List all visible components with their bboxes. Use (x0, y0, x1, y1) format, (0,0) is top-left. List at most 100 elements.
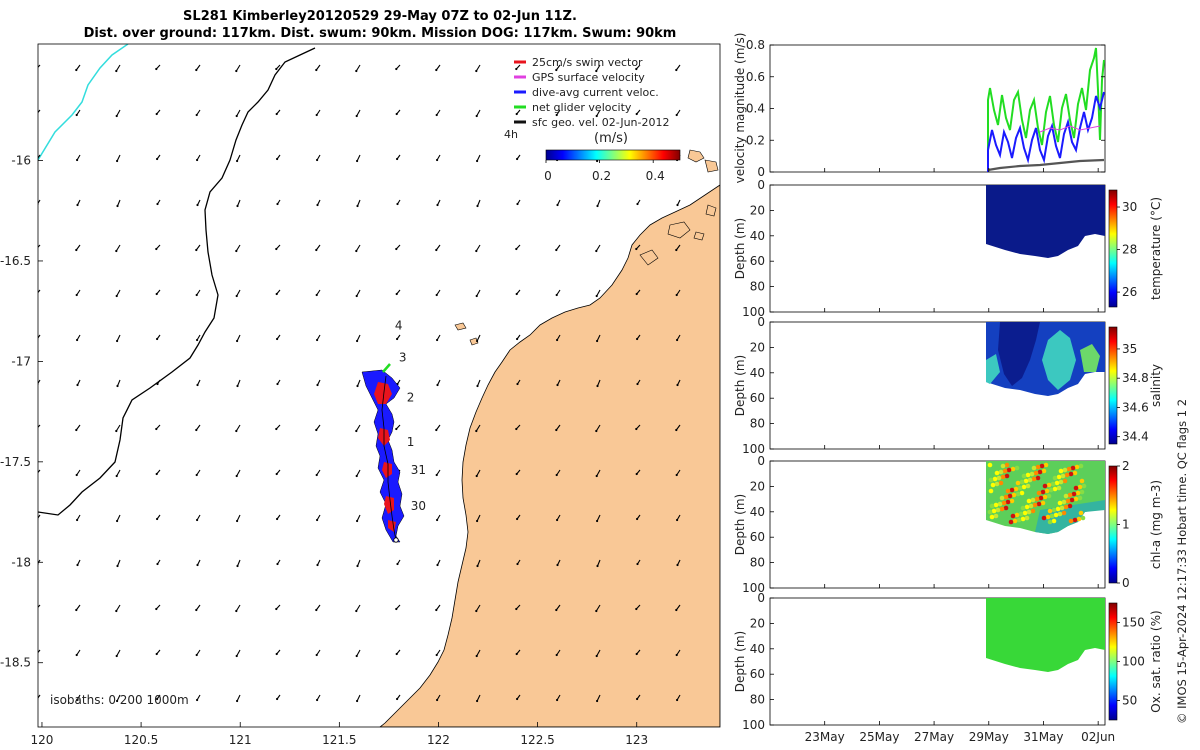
chla-sample-dot (993, 513, 999, 519)
chla-sample-dot (1003, 494, 1009, 500)
chla-sample-dot (1057, 500, 1063, 506)
map-x-tick-label: 122.5 (520, 733, 554, 747)
chla-sample-dot (1024, 515, 1030, 521)
depth-tick-label: 40 (750, 642, 765, 656)
swim-vector-band (374, 382, 396, 532)
chla-sample-dot (1054, 480, 1060, 486)
map-frame (37, 43, 721, 728)
chla-sample-dot (1004, 462, 1010, 468)
day-label: 31 (411, 463, 426, 477)
map-x-tick-label: 120.5 (124, 733, 158, 747)
chla-sample-dot (1026, 509, 1032, 515)
chla-sample-dot (1076, 516, 1082, 522)
chla-sample-dot (1030, 497, 1036, 503)
depth-tick-label: 60 (750, 254, 765, 268)
chla-sample-dot (1046, 493, 1052, 499)
day-label: 2 (407, 391, 415, 405)
chart-title-line1: SL281 Kimberley20120529 29-May 07Z to 02… (183, 9, 577, 24)
glider-track (361, 363, 405, 543)
land-mass (379, 184, 720, 727)
depth-ylabel: Depth (m) (733, 494, 747, 555)
chla-sample-dot (1042, 483, 1048, 489)
panel-colorbar-tick-label: 1 (1122, 518, 1130, 532)
panel-colorbar-tick-label: 28 (1122, 243, 1137, 257)
velocity-tick-label: 0.2 (746, 133, 765, 147)
chla-sample-dot (1073, 485, 1079, 491)
oxygen-data-section (986, 598, 1105, 672)
chla-sample-dot (1038, 495, 1044, 501)
chla-sample-dot (991, 508, 997, 514)
depth-tick-label: 20 (750, 203, 765, 217)
chla-sample-dot (1002, 468, 1008, 474)
chla-sample-dot (1007, 493, 1013, 499)
colorbar-tick-label: 0.2 (592, 169, 611, 183)
chla-sample-dot (1077, 484, 1083, 490)
velocity-panel-frame (769, 44, 1106, 173)
chla-sample-dot (1041, 468, 1047, 474)
panel-colorbar-tick-label: 34.8 (1122, 371, 1149, 385)
depth-tick-label: 80 (750, 417, 765, 431)
depth-tick-label: 0 (757, 454, 765, 468)
chla-sample-dot (990, 482, 996, 488)
salinity-high-patch (1080, 344, 1100, 372)
chla-sample-dot (1080, 515, 1086, 521)
chla-sample-dot (1063, 493, 1069, 499)
chla-sample-dot (1072, 470, 1078, 476)
depth-ylabel: Depth (m) (733, 355, 747, 416)
chla-sample-dot (1059, 505, 1065, 511)
map-colorbar: (m/s) 0 0.2 0.4 (544, 131, 681, 183)
chla-sample-dot (1046, 482, 1052, 488)
panel-colorbar-label-chla: chl-a (mg m-3) (1149, 480, 1163, 569)
map-y-tick-label: -16 (11, 154, 31, 168)
panel-colorbar-tick-label: 34.6 (1122, 400, 1149, 414)
depth-tick-label: 60 (750, 391, 765, 405)
chla-sample-dot (1027, 477, 1033, 483)
chla-sample-dot (1019, 479, 1025, 485)
chla-sample-dot (1015, 480, 1021, 486)
chla-sample-dot (1020, 516, 1026, 522)
chla-sample-dot (1051, 507, 1057, 513)
temperature-panel (769, 184, 1106, 313)
chla-sample-dot (1062, 467, 1068, 473)
chla-sample-dot (1052, 486, 1058, 492)
chla-sample-dot (987, 462, 993, 468)
chla-sample-dot (1057, 511, 1063, 517)
chla-sample-dot (1060, 473, 1066, 479)
chla-sample-dot (1068, 471, 1074, 477)
chla-sample-dot (1032, 502, 1038, 508)
panel-colorbar-tick-label: 26 (1122, 285, 1137, 299)
chla-panel (769, 460, 1106, 589)
chla-sample-dot (992, 476, 998, 482)
chla-sample-dot (1069, 497, 1075, 503)
isobaths-label: isobaths: 0 200 1000m (50, 693, 189, 707)
panel-colorbar-tick-label: 34.4 (1122, 430, 1149, 444)
time-series-panels: 0 0.2 0.4 0.6 0.8 velocity magnitude (m/s) (733, 33, 1163, 744)
chla-sample-dot (1030, 508, 1036, 514)
map-x-tick-label: 120 (31, 733, 54, 747)
day-label: 30 (411, 499, 426, 513)
chla-sample-dot (998, 469, 1004, 475)
salinity-fresh-layer (998, 322, 1040, 386)
salinity-mixed-patch (986, 330, 1076, 390)
depth-tick-label: 100 (742, 442, 765, 456)
chla-sample-dot (1006, 467, 1012, 473)
chla-sample-dot (1003, 505, 1009, 511)
velocity-tick-label: 0.8 (746, 38, 765, 52)
chla-sample-dots (987, 462, 1087, 525)
chla-sample-dot (1074, 464, 1080, 470)
chla-sample-dot (1077, 495, 1083, 501)
panel-colorbar-tick-label: 2 (1122, 459, 1130, 473)
chla-sample-dot (1001, 500, 1007, 506)
chla-sample-dot (1070, 465, 1076, 471)
chla-sample-dot (1073, 496, 1079, 502)
chla-sample-dot (1036, 501, 1042, 507)
chla-sample-dot (1066, 466, 1072, 472)
map-x-tick-label: 122 (427, 733, 450, 747)
chla-sample-dot (1058, 479, 1064, 485)
chla-sample-dot (1013, 486, 1019, 492)
chla-sample-dot (1041, 515, 1047, 521)
chla-sample-dot (1010, 466, 1016, 472)
temperature-data-section (986, 185, 1105, 258)
chla-sample-dot (995, 507, 1001, 513)
chla-sample-dot (1026, 498, 1032, 504)
